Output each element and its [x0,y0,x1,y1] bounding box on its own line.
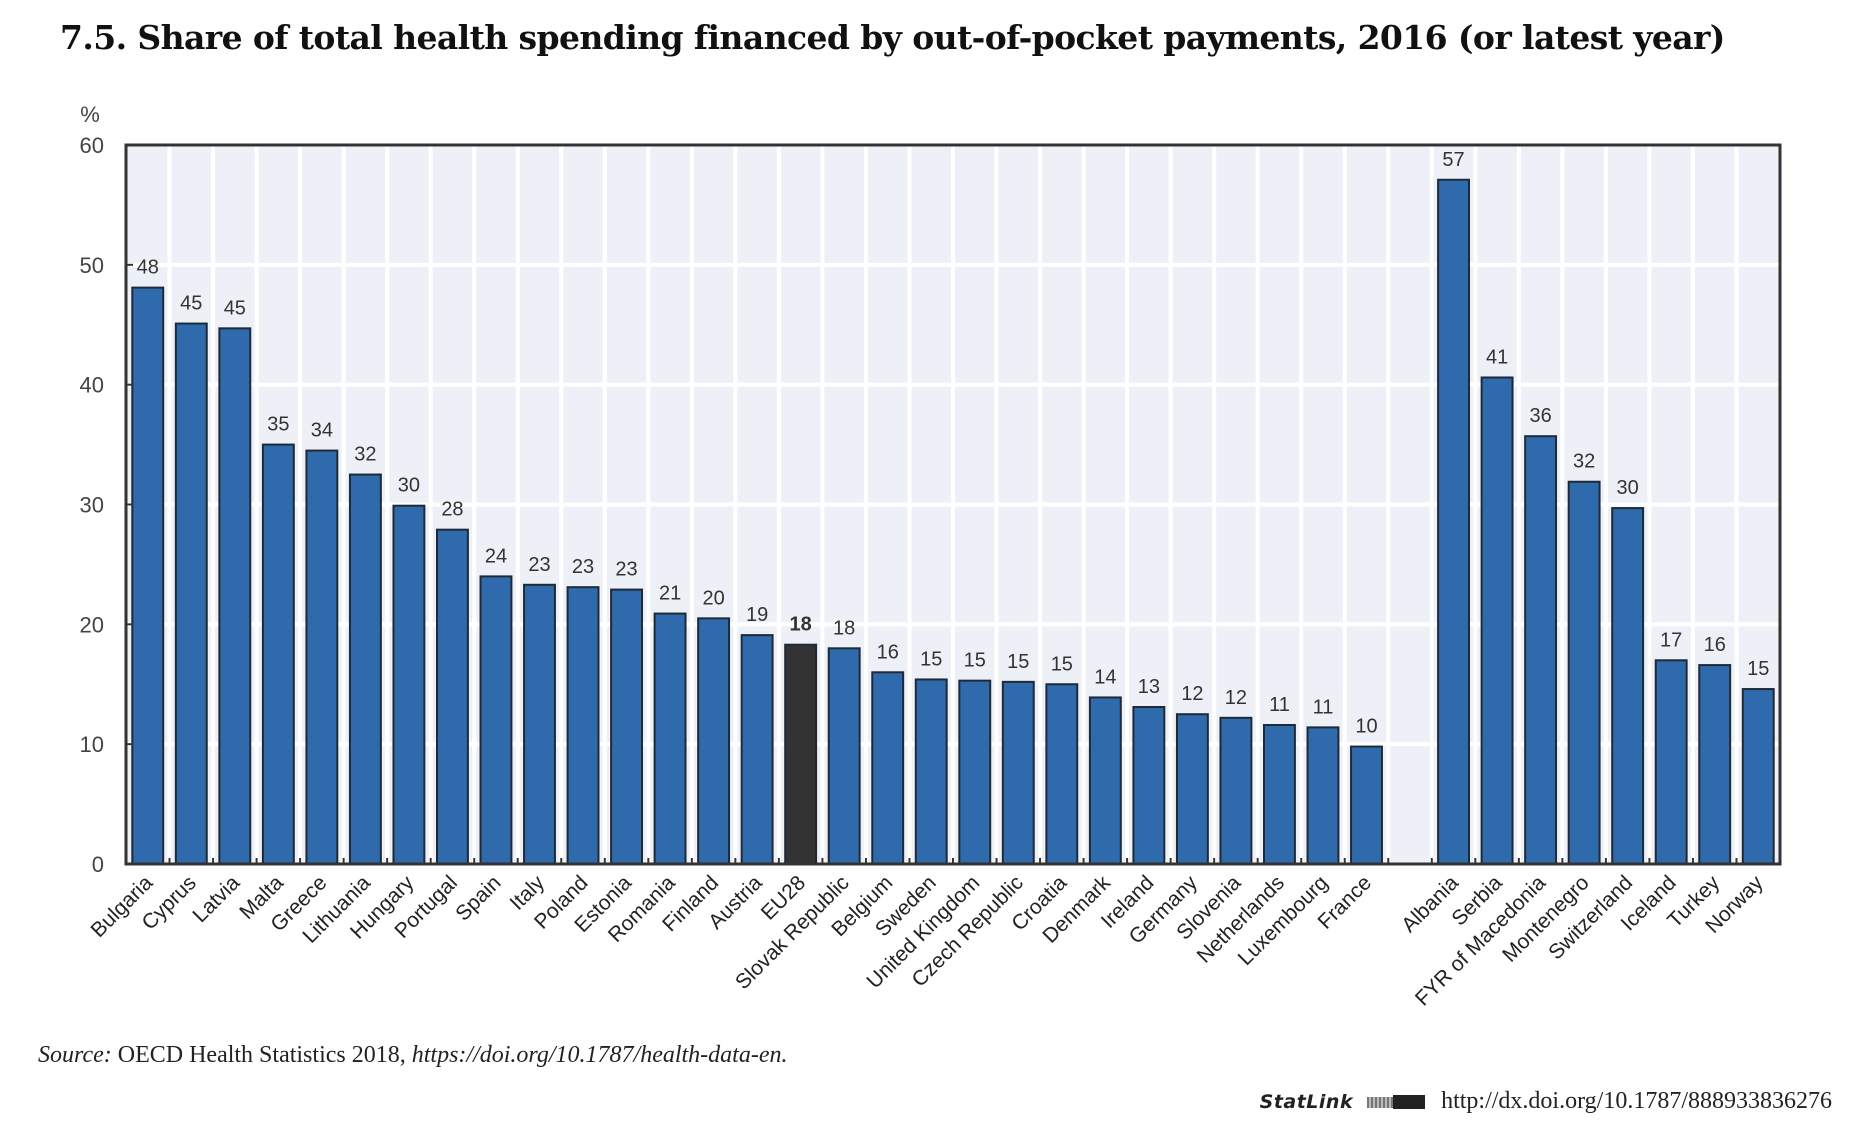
bar-belgium [871,671,905,865]
bar-slovenia [1219,716,1253,866]
bar-romania [653,612,687,865]
data-label: 11 [1269,694,1290,716]
data-label: 41 [1486,346,1508,368]
category-label: Bulgaria [87,871,158,942]
data-label: 35 [267,414,289,436]
statlink-url[interactable]: http://dx.doi.org/10.1787/888933836276 [1441,1088,1832,1114]
y-tick-label: 20 [80,612,104,637]
data-label: 21 [659,583,681,605]
bar-norway [1741,688,1775,865]
data-label: 32 [354,444,376,466]
bar-fyr-of-macedonia [1524,435,1558,865]
chart-title: 7.5. Share of total health spending fina… [60,18,1725,57]
source-note: Source: OECD Health Statistics 2018, htt… [38,1042,787,1069]
bar-serbia [1480,376,1514,865]
bar-turkey [1698,664,1732,865]
y-tick-label: 10 [80,732,104,757]
bar-latvia [218,327,252,866]
data-label: 23 [528,554,550,576]
data-label: 12 [1181,683,1203,705]
bar-montenegro [1567,480,1601,865]
data-label: 36 [1529,405,1551,427]
bar-denmark [1088,696,1122,865]
category-label: Albania [1397,871,1463,937]
bar-slovak-republic [827,647,861,865]
data-label: 32 [1573,451,1595,473]
source-link[interactable]: https://doi.org/10.1787/health-data-en. [411,1042,788,1068]
bar-ireland [1132,706,1166,865]
data-label: 24 [485,545,507,567]
bar-luxembourg [1306,726,1340,866]
bar-cyprus [174,322,208,865]
bar-greece [305,449,339,865]
data-label: 16 [1704,634,1726,656]
bar-albania [1437,178,1471,866]
bar-estonia [610,588,644,865]
bar-sweden [914,678,948,865]
source-text: OECD Health Statistics 2018, [111,1042,412,1068]
data-label: 45 [224,297,246,319]
source-label: Source: [38,1042,112,1068]
statlink-label: StatLink [1259,1090,1354,1113]
data-label: 13 [1138,676,1160,698]
data-label: 23 [615,559,637,581]
bar-france [1350,745,1383,866]
data-label: 17 [1660,629,1682,651]
data-label: 18 [790,614,812,636]
y-tick-label: 50 [80,253,104,278]
bar-lithuania [348,473,382,865]
data-label: 14 [1094,666,1116,688]
y-tick-label: 40 [80,373,104,398]
data-label: 45 [180,293,202,315]
bar-bulgaria [131,286,165,865]
data-label: 19 [746,604,768,626]
bar-chart: % 0 10 20 30 40 50 60 48 45 45 35 34 32 30 28 24 23 23 23… [80,102,1782,1011]
statlink-logo-icon [1367,1094,1427,1110]
data-label: 18 [833,617,855,639]
bar-united-kingdom [958,679,992,866]
bar-czech-republic [1001,680,1035,865]
data-label: 16 [877,641,899,663]
bar-switzerland [1611,507,1645,865]
data-label: 57 [1442,149,1464,171]
bar-netherlands [1262,723,1296,866]
data-label: 15 [920,648,942,670]
data-label: 15 [1051,653,1073,675]
bar-germany [1175,713,1209,865]
bar-italy [523,583,556,865]
data-label: 10 [1355,716,1377,738]
data-label: 23 [572,556,594,578]
data-label: 15 [1747,658,1769,680]
data-label: 11 [1313,696,1334,718]
y-tick-label: 60 [80,133,104,158]
y-tick-label: 0 [92,852,104,877]
y-tick-label: 30 [80,493,104,518]
bar-croatia [1045,683,1079,865]
data-label: 20 [702,587,724,609]
data-label: 12 [1225,687,1247,709]
bar-hungary [392,504,426,865]
data-label: 34 [311,420,333,442]
data-label: 48 [137,257,159,279]
bar-spain [479,575,513,866]
data-label: 30 [398,475,420,497]
bar-iceland [1654,659,1688,865]
bar-eu28 [784,643,818,866]
category-label: Spain [451,871,505,925]
bar-poland [566,586,600,865]
data-label: 15 [1007,651,1029,673]
bar-austria [740,634,774,866]
data-label: 15 [964,650,986,672]
bar-finland [697,617,731,866]
data-label: 28 [441,499,463,521]
statlink: StatLink http://dx.doi.org/10.1787/88893… [1260,1088,1832,1115]
bar-portugal [435,528,469,865]
y-axis-unit-label: % [80,102,100,127]
bar-malta [261,443,295,865]
data-label: 30 [1617,477,1639,499]
category-label: Latvia [188,871,244,927]
